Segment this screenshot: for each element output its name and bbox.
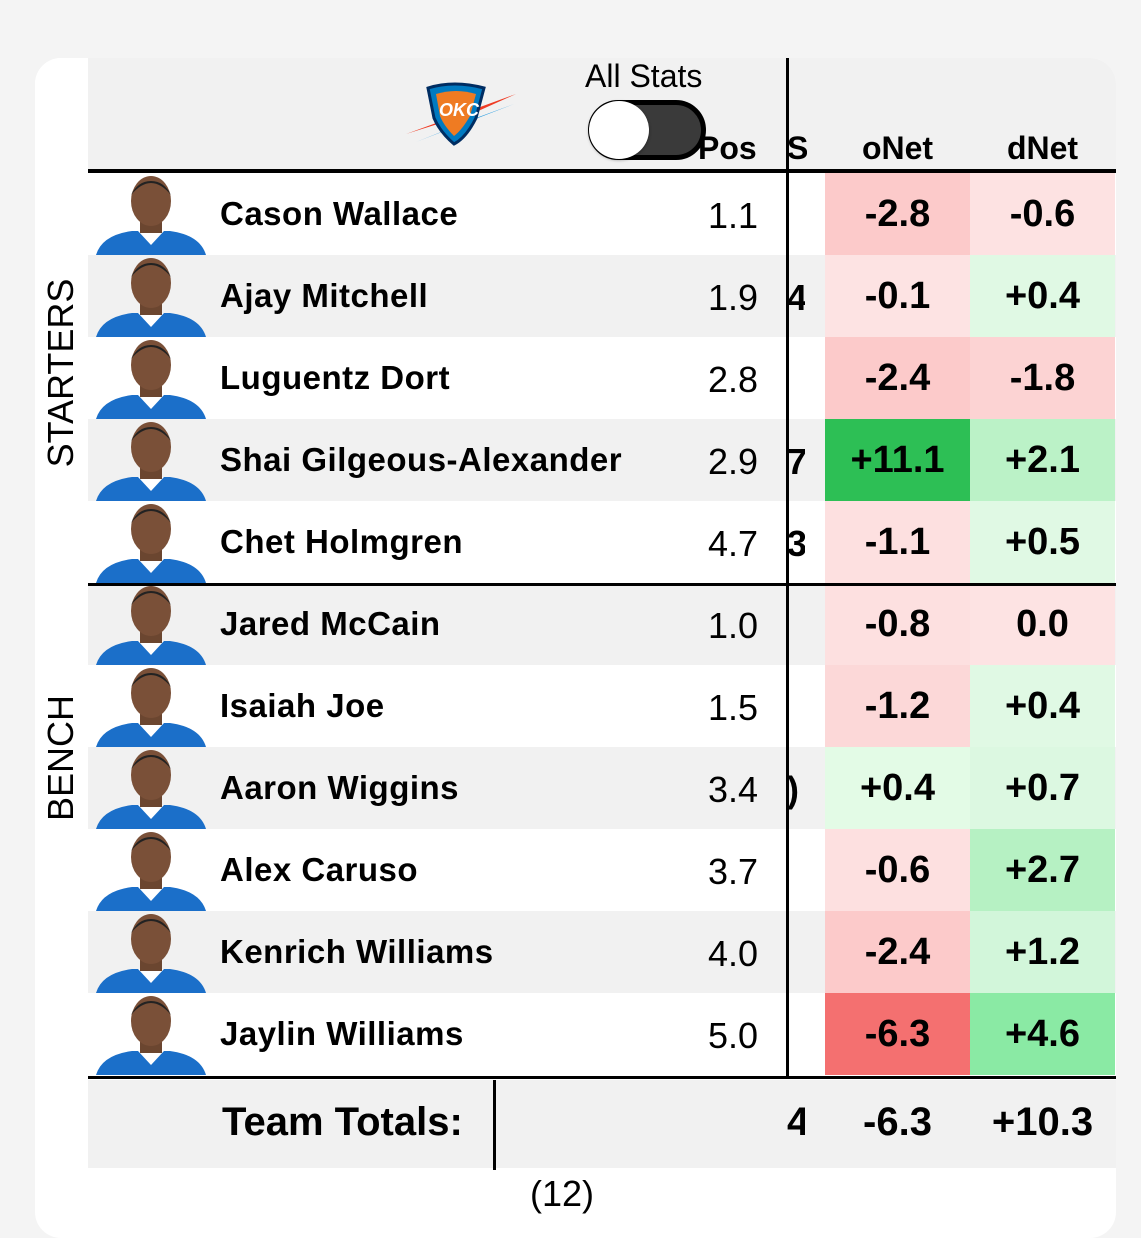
onet-cell: -1.1 [825,501,970,583]
onet-cell: -0.8 [825,583,970,665]
player-position: 5.0 [707,1015,758,1056]
player-name[interactable]: Kenrich Williams [220,933,494,970]
onet-cell: +11.1 [825,419,970,501]
clipped-column-header: S [787,130,807,166]
player-row[interactable]: Kenrich Williams 4.0 -2.4 +1.2 [88,911,1116,993]
onet-cell: -6.3 [825,993,970,1075]
dnet-cell: +0.5 [970,501,1115,583]
dnet-cell: -0.6 [970,173,1115,255]
player-photo [96,750,206,829]
dnet-cell: +0.4 [970,665,1115,747]
all-stats-label: All Stats [585,58,703,94]
onet-cell: -2.4 [825,337,970,419]
player-position: 3.7 [707,851,758,892]
clipped-column-value: 4 [787,277,805,318]
below-text: (12) [530,1173,595,1214]
player-name[interactable]: Aaron Wiggins [220,769,460,806]
player-photo [96,422,206,501]
totals-divider-line [493,1080,496,1170]
player-photo [96,996,206,1075]
clipped-column-value: 7 [787,441,805,482]
player-name[interactable]: Ajay Mitchell [220,277,429,314]
frozen-column-divider [786,58,789,1078]
player-name[interactable]: Cason Wallace [220,195,459,232]
player-photo [96,832,206,911]
player-row[interactable]: Aaron Wiggins 3.4 ) +0.4 +0.7 [88,747,1116,829]
player-position: 1.0 [707,605,758,646]
player-row[interactable]: Chet Holmgren 4.7 3 -1.1 +0.5 [88,501,1116,583]
player-row[interactable]: Jaylin Williams 5.0 -6.3 +4.6 [88,993,1116,1075]
dnet-header[interactable]: dNet [1006,130,1079,166]
pos-header[interactable]: Pos [698,130,757,166]
onet-cell: -2.4 [825,911,970,993]
dnet-cell: +1.2 [970,911,1115,993]
okc-thunder-logo: OKC [406,82,516,146]
dnet-cell: +4.6 [970,993,1115,1075]
onet-cell: -1.2 [825,665,970,747]
team-totals-row: Team Totals: 4 -6.3 +10.3 [88,1080,1116,1170]
bench-label: BENCH [40,694,81,822]
player-row[interactable]: Jared McCain 1.0 -0.8 0.0 [88,583,1116,665]
player-photo [96,340,206,419]
player-photo [96,176,206,255]
player-name[interactable]: Luguentz Dort [220,359,451,396]
player-position: 1.5 [707,687,758,728]
toggle-knob [589,101,649,159]
player-photo [96,668,206,747]
player-position: 4.7 [707,523,758,564]
dnet-cell: 0.0 [970,583,1115,665]
dnet-cell: +0.7 [970,747,1115,829]
player-row[interactable]: Luguentz Dort 2.8 -2.4 -1.8 [88,337,1116,419]
player-row[interactable]: Shai Gilgeous-Alexander 2.9 7 +11.1 +2.1 [88,419,1116,501]
table-header: OKC All Stats Pos S oNet dNet [88,58,1116,173]
player-name[interactable]: Chet Holmgren [220,523,464,560]
player-name[interactable]: Jaylin Williams [220,1015,464,1052]
player-position: 2.8 [707,359,758,400]
onet-header[interactable]: oNet [861,130,934,166]
player-name[interactable]: Jared McCain [220,605,441,642]
team-totals-label: Team Totals: [222,1100,463,1144]
onet-cell: -0.6 [825,829,970,911]
dnet-cell: +2.1 [970,419,1115,501]
player-photo [96,504,206,583]
svg-text:OKC: OKC [439,100,480,120]
clipped-column-value: ) [787,769,799,810]
totals-dnet: +10.3 [991,1100,1094,1144]
all-stats-toggle[interactable] [588,100,706,160]
dnet-cell: +2.7 [970,829,1115,911]
player-row[interactable]: Alex Caruso 3.7 -0.6 +2.7 [88,829,1116,911]
clipped-column-value: 3 [787,523,805,564]
player-row[interactable]: Isaiah Joe 1.5 -1.2 +0.4 [88,665,1116,747]
totals-divider [88,1076,1116,1079]
lineup-table-card: STARTERS BENCH OKC All Stats Pos S oNet … [35,58,1116,1238]
starters-bench-divider [88,583,1116,586]
onet-cell: +0.4 [825,747,970,829]
player-name[interactable]: Shai Gilgeous-Alexander [220,441,623,478]
player-position: 4.0 [707,933,758,974]
player-photo [96,586,206,665]
totals-onet: -6.3 [863,1100,932,1144]
player-photo [96,258,206,337]
player-row[interactable]: Cason Wallace 1.1 -2.8 -0.6 [88,173,1116,255]
player-photo [96,914,206,993]
onet-cell: -2.8 [825,173,970,255]
player-position: 3.4 [707,769,758,810]
player-name[interactable]: Isaiah Joe [220,687,385,724]
starters-label: STARTERS [40,278,81,468]
totals-clipped-value: 4 [787,1100,805,1144]
player-position: 1.1 [707,195,758,236]
player-position: 2.9 [707,441,758,482]
dnet-cell: +0.4 [970,255,1115,337]
player-position: 1.9 [707,277,758,318]
group-labels: STARTERS BENCH [35,58,88,1158]
player-row[interactable]: Ajay Mitchell 1.9 4 -0.1 +0.4 [88,255,1116,337]
player-name[interactable]: Alex Caruso [220,851,419,888]
onet-cell: -0.1 [825,255,970,337]
dnet-cell: -1.8 [970,337,1115,419]
